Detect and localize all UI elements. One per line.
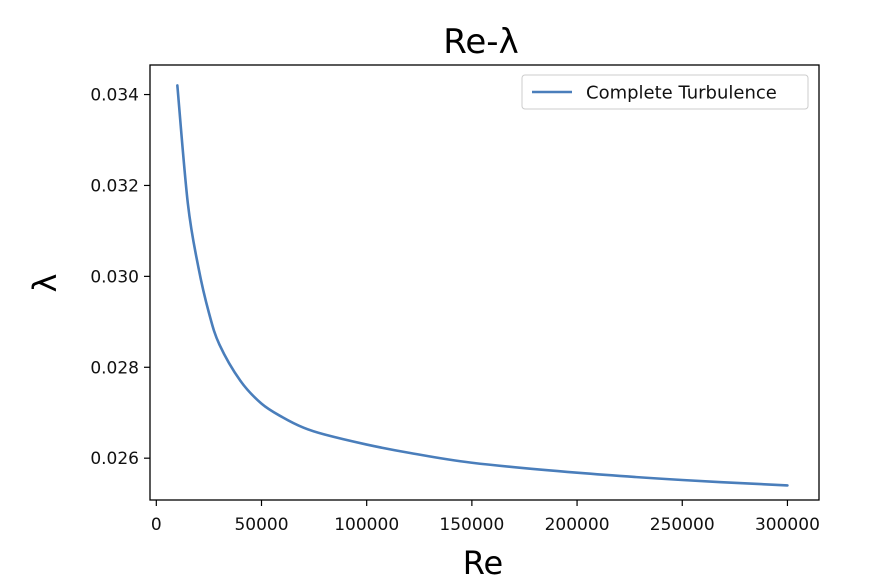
y-tick-label: 0.032 — [90, 176, 139, 196]
series-line-complete-turbulence — [176, 84, 789, 487]
x-tick-label: 0 — [151, 515, 162, 535]
x-tick-label: 250000 — [650, 515, 715, 535]
y-tick-label: 0.030 — [90, 267, 139, 287]
x-tick-label: 150000 — [439, 515, 504, 535]
legend-label: Complete Turbulence — [586, 83, 777, 104]
series-layer — [176, 84, 789, 487]
x-tick-label: 200000 — [545, 515, 610, 535]
plot-area — [149, 64, 820, 501]
y-tick-label: 0.026 — [90, 449, 139, 469]
y-axis: 0.026 0.028 0.030 0.032 0.034 — [90, 86, 150, 469]
y-tick-label: 0.034 — [90, 86, 139, 106]
x-axis: 0 50000 100000 150000 200000 250000 300000 — [151, 500, 820, 535]
x-tick-label: 100000 — [334, 515, 399, 535]
legend: Complete Turbulence — [521, 74, 809, 110]
plot-frame — [149, 64, 820, 501]
legend-box — [521, 74, 809, 110]
x-tick-label: 50000 — [234, 515, 288, 535]
x-axis-label: Re — [463, 544, 503, 582]
y-axis-label: λ — [26, 274, 64, 293]
chart-title: Re-λ — [443, 22, 518, 62]
x-tick-label: 300000 — [755, 515, 820, 535]
y-tick-label: 0.028 — [90, 358, 139, 378]
